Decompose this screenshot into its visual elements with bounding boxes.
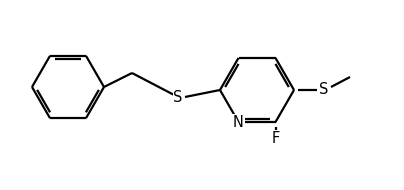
Text: N: N — [233, 115, 244, 130]
Text: S: S — [173, 89, 183, 105]
Text: F: F — [271, 131, 280, 146]
Text: S: S — [319, 82, 329, 97]
